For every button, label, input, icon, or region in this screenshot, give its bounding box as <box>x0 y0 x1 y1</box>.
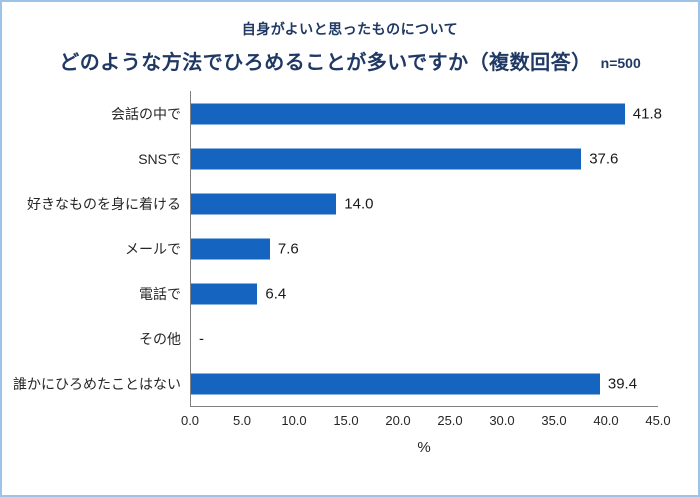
value-label: 7.6 <box>277 240 299 257</box>
category-labels-column: 会話の中で SNSで好きなものを身に着けるメールで電話でその他誰かにひろめたことは… <box>6 91 190 407</box>
value-label: 6.4 <box>265 285 287 302</box>
chart-title: どのような方法でひろめることが多いですか（複数回答） <box>59 52 592 74</box>
bar <box>191 193 337 214</box>
bar <box>191 283 258 304</box>
bar-row: 14.0 <box>191 181 658 226</box>
x-tick-label: 5.0 <box>232 413 252 428</box>
bar <box>191 373 600 394</box>
bar-row: - <box>191 316 658 361</box>
bar-row: 6.4 <box>191 271 658 316</box>
category-label: 電話で <box>139 285 181 302</box>
category-label: メールで <box>125 240 181 257</box>
bar-chart: 会話の中で SNSで好きなものを身に着けるメールで電話でその他誰かにひろめたことは… <box>6 91 671 456</box>
category-label: 好きなものを身に着ける <box>27 195 181 212</box>
x-axis-ticks: 0.0 5.0 10.0 15.0 20.0 25.0 30.0 35.0 40.0 45.0 <box>181 413 671 431</box>
chart-title-row: どのような方法でひろめることが多いですか（複数回答） n=500 <box>2 46 698 75</box>
bar-row: 41.8 <box>191 91 662 136</box>
x-tick-label: 45.0 <box>645 413 671 428</box>
bar <box>191 238 270 259</box>
x-tick-label: 35.0 <box>541 413 567 428</box>
bar-row: 39.4 <box>191 361 658 406</box>
category-label: その他 <box>139 330 181 347</box>
sample-size-label: n=500 <box>600 55 641 71</box>
value-label: 37.6 <box>589 150 619 167</box>
x-tick-label: 40.0 <box>593 413 619 428</box>
x-axis-label: % <box>417 439 431 456</box>
category-label: 会話の中で <box>111 105 181 122</box>
bar-row: 37.6 <box>191 136 658 181</box>
x-tick-label: 10.0 <box>281 413 307 428</box>
category-label: 誰かにひろめたことはない <box>13 375 181 392</box>
x-tick-label: 20.0 <box>385 413 411 428</box>
chart-subtitle: 自身がよいと思ったものについて <box>241 21 459 37</box>
x-tick-label: 15.0 <box>333 413 359 428</box>
x-tick-label: 30.0 <box>489 413 515 428</box>
value-label: - <box>199 330 204 347</box>
x-tick-label: 0.0 <box>180 413 200 428</box>
x-tick-label: 25.0 <box>437 413 463 428</box>
value-label: 39.4 <box>607 375 638 392</box>
category-label: SNSで <box>138 150 181 167</box>
bar <box>191 148 582 169</box>
value-label: 41.8 <box>632 105 662 122</box>
plot-area: 41.8 37.6 14.0 7.6 6.4 - 39.4 <box>190 91 662 407</box>
value-label: 14.0 <box>344 195 374 212</box>
bar-row: 7.6 <box>191 226 658 271</box>
bar <box>191 103 625 124</box>
